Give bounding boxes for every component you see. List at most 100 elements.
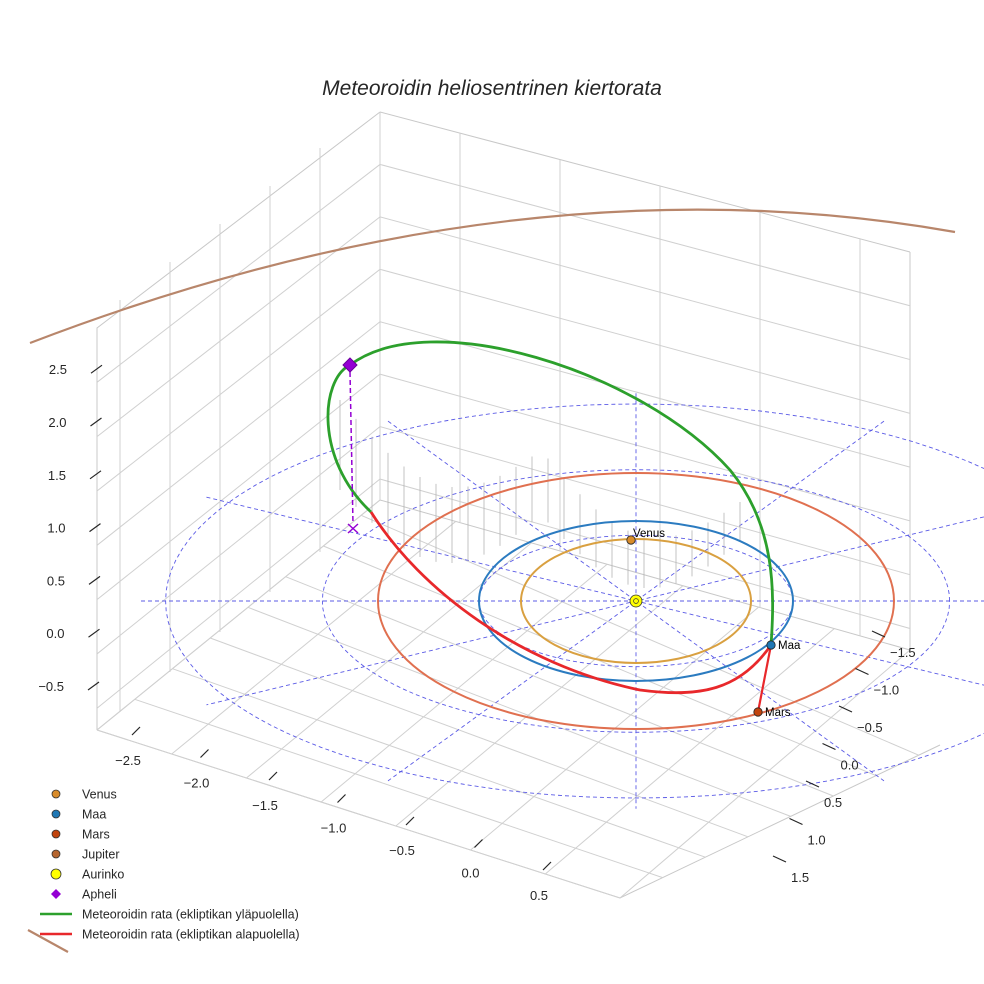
x-tick-mark — [337, 794, 346, 803]
x-tick-mark — [405, 816, 415, 826]
z-tick-mark — [87, 681, 100, 691]
x-tick-mark — [542, 861, 552, 871]
orbit-venus — [520, 538, 752, 664]
y-tick-mark — [838, 705, 853, 713]
x-tick-label: −1.5 — [252, 798, 278, 813]
axis-panes — [96, 111, 941, 899]
x-axis-ticks: −2.5 −2.0 −1.5 −1.0 −0.5 0.0 0.5 — [115, 726, 552, 903]
grid-line-horizontal-left — [96, 216, 381, 438]
apheli-marker — [342, 357, 358, 373]
legend-label-2: Mars — [82, 828, 110, 842]
x-tick-label: 0.0 — [461, 866, 479, 881]
grid-line-floor-a — [285, 576, 834, 797]
y-tick-label: 1.0 — [808, 833, 826, 848]
orbit-maa — [478, 520, 794, 682]
grid-line-horizontal-left — [96, 268, 381, 492]
planet-marker-maa — [766, 640, 776, 650]
z-tick-label: 1.0 — [47, 521, 65, 536]
y-tick-label: −0.5 — [857, 720, 883, 735]
x-tick-label: −2.0 — [184, 776, 210, 791]
grid-line-floor-a — [360, 514, 919, 756]
x-tick-label: −1.0 — [321, 821, 347, 836]
legend-label-0: Venus — [82, 788, 117, 802]
legend-marker-3 — [51, 849, 61, 859]
grid-line-floor-a — [134, 698, 663, 879]
z-tick-mark — [88, 575, 101, 585]
grid-line-horizontal-right — [379, 321, 911, 468]
y-tick-mark — [772, 855, 787, 863]
grid-line-horizontal-left — [96, 373, 381, 601]
legend-marker-1 — [51, 809, 61, 819]
z-tick-mark — [89, 470, 102, 480]
y-tick-mark — [789, 817, 803, 826]
apheli-dropline — [349, 371, 354, 525]
z-tick-mark — [90, 364, 103, 374]
z-tick-label: 2.0 — [48, 415, 66, 430]
grid-line-floor-b — [395, 585, 684, 827]
x-tick-label: −0.5 — [389, 843, 415, 858]
legend-label-3: Jupiter — [82, 848, 120, 862]
planet-marker-mars — [753, 707, 763, 717]
x-tick-mark — [200, 749, 209, 758]
grid-line-horizontal-left — [96, 426, 381, 655]
y-axis-ticks: −1.5 −1.0 −0.5 0.0 0.5 1.0 1.5 — [772, 630, 916, 885]
grid-line-floor-b — [544, 628, 835, 875]
grid-line-floor-b — [96, 499, 381, 731]
y-tick-label: −1.5 — [890, 645, 916, 660]
orbit-droplines — [339, 400, 741, 588]
floor-front-edge — [96, 729, 941, 899]
planet-label-venus: Venus — [633, 528, 665, 540]
y-tick-label: −1.0 — [874, 683, 900, 698]
orbit-jupiter-lower — [27, 929, 69, 953]
z-tick-mark — [89, 523, 101, 533]
y-tick-mark — [822, 742, 836, 751]
z-tick-mark — [90, 417, 102, 427]
y-tick-label: 1.5 — [791, 870, 809, 885]
grid-line-horizontal-left — [96, 478, 381, 709]
z-tick-label: 1.5 — [48, 468, 66, 483]
z-tick-label: −0.5 — [38, 679, 64, 694]
sun-core — [633, 598, 639, 604]
ecliptic-reference — [140, 393, 984, 809]
body-markers: Venus Maa Mars — [342, 357, 801, 719]
z-axis-ticks: −0.5 0.0 0.5 1.0 1.5 2.0 2.5 — [38, 362, 103, 694]
z-tick-label: 0.0 — [46, 626, 64, 641]
x-tick-mark — [474, 839, 483, 848]
planet-marker-venus — [626, 535, 636, 545]
y-tick-mark — [871, 630, 886, 638]
meteoroid-orbit-below — [369, 511, 773, 695]
grid-line-horizontal-right — [379, 426, 911, 576]
y-tick-label: 0.0 — [841, 758, 859, 773]
orbit-jupiter-upper — [29, 208, 956, 345]
grid-line-horizontal-right — [379, 268, 911, 414]
legend-marker-4 — [50, 868, 62, 880]
legend-label-7: Meteoroidin rata (ekliptikan alapuolella… — [82, 928, 299, 942]
z-tick-mark — [88, 628, 100, 638]
legend-label-1: Maa — [82, 808, 106, 822]
grid-line-horizontal-right — [379, 216, 911, 361]
grid-line-floor-a — [96, 729, 621, 899]
y-tick-label: 0.5 — [824, 795, 842, 810]
planet-orbits — [27, 208, 956, 953]
x-tick-mark — [131, 726, 141, 736]
y-tick-mark — [805, 780, 820, 788]
planet-label-mars: Mars — [765, 707, 791, 719]
apheli-projection-x — [347, 523, 359, 534]
planet-label-maa: Maa — [778, 640, 801, 652]
grid-line-floor-b — [619, 649, 911, 899]
z-tick-label: 2.5 — [49, 362, 67, 377]
grid-line-horizontal-right — [379, 373, 911, 522]
legend-marker-0 — [51, 789, 61, 799]
grid-line-floor-a — [210, 637, 749, 838]
x-tick-label: −2.5 — [115, 753, 141, 768]
z-tick-label: 0.5 — [47, 573, 65, 588]
meteoroid-mars-connector — [756, 644, 773, 713]
grid-line-horizontal-left — [96, 321, 381, 546]
meteoroid-orbit-above — [326, 340, 775, 646]
y-tick-mark — [855, 667, 869, 676]
legend-label-5: Apheli — [82, 888, 117, 902]
meteoroid-orbit — [326, 340, 775, 713]
grid-line-floor-a — [247, 606, 791, 817]
x-tick-label: 0.5 — [530, 888, 548, 903]
chart-title: Meteoroidin heliosentrinen kiertorata — [322, 77, 662, 100]
